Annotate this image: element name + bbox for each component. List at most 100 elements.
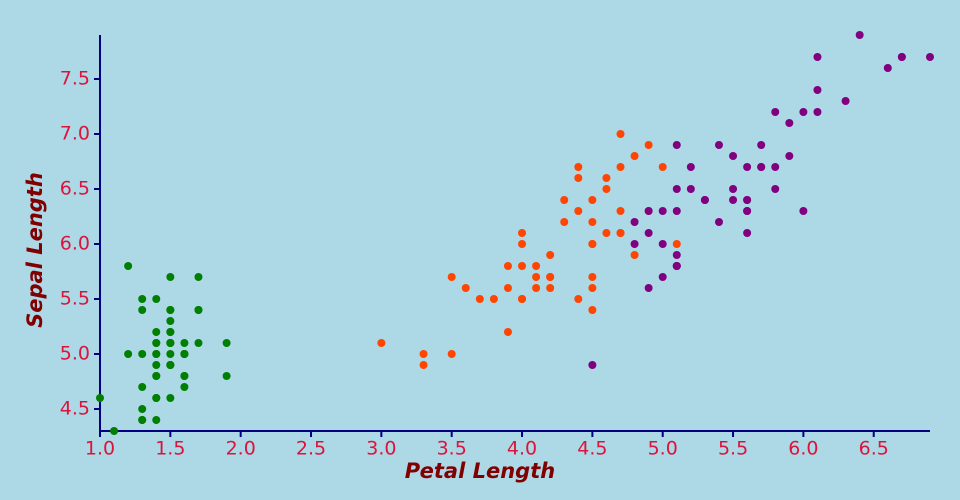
point (532, 262, 541, 270)
point (658, 273, 667, 281)
point (672, 262, 681, 270)
point (588, 196, 597, 204)
point (672, 251, 681, 259)
point (771, 185, 780, 193)
point (152, 339, 161, 347)
point (658, 240, 667, 248)
point (644, 207, 653, 215)
point (124, 262, 133, 270)
point (532, 273, 541, 281)
point (743, 163, 752, 171)
point (138, 383, 147, 391)
point (152, 328, 161, 336)
point (714, 218, 723, 226)
x-axis-title: Petal Length (405, 459, 555, 483)
point (616, 229, 625, 237)
point (714, 141, 723, 149)
point (518, 295, 527, 303)
point (110, 427, 119, 435)
point (152, 361, 161, 369)
point (461, 284, 470, 292)
point (658, 163, 667, 171)
x-tick-label: 2.5 (296, 438, 326, 460)
point (813, 86, 822, 94)
point (644, 229, 653, 237)
point (841, 97, 850, 105)
point (138, 350, 147, 358)
point (771, 163, 780, 171)
point (138, 295, 147, 303)
point (630, 152, 639, 160)
point (602, 174, 611, 182)
point (138, 405, 147, 413)
point (152, 350, 161, 358)
point (447, 273, 456, 281)
point (419, 350, 428, 358)
point (560, 196, 569, 204)
point (574, 163, 583, 171)
point (813, 53, 822, 61)
point (166, 361, 175, 369)
point (166, 339, 175, 347)
point (489, 295, 498, 303)
point (518, 229, 527, 237)
point (166, 394, 175, 402)
x-tick-label: 1.0 (85, 438, 115, 460)
point (897, 53, 906, 61)
point (926, 53, 934, 61)
point (729, 196, 738, 204)
point (574, 207, 583, 215)
point (475, 295, 484, 303)
point (672, 185, 681, 193)
point (180, 372, 189, 380)
point (686, 163, 695, 171)
point (574, 295, 583, 303)
point (546, 251, 555, 259)
point (644, 141, 653, 149)
point (546, 273, 555, 281)
point (672, 141, 681, 149)
point (222, 339, 231, 347)
point (729, 185, 738, 193)
point (813, 108, 822, 116)
point (743, 207, 752, 215)
y-tick-label: 7.5 (60, 68, 90, 90)
point (194, 306, 203, 314)
point (166, 328, 175, 336)
y-tick-label: 4.5 (60, 398, 90, 420)
point (855, 31, 864, 39)
point (588, 306, 597, 314)
point (616, 163, 625, 171)
point (532, 284, 541, 292)
point (729, 152, 738, 160)
point (588, 240, 597, 248)
point (602, 185, 611, 193)
point (546, 284, 555, 292)
point (785, 152, 794, 160)
x-tick-label: 6.0 (788, 438, 818, 460)
point (419, 361, 428, 369)
point (883, 64, 892, 72)
x-tick-label: 5.5 (718, 438, 748, 460)
y-tick-label: 5.0 (60, 343, 90, 365)
x-tick-label: 5.0 (648, 438, 678, 460)
point (686, 185, 695, 193)
point (785, 119, 794, 127)
point (771, 108, 780, 116)
point (166, 317, 175, 325)
point (799, 108, 808, 116)
point (799, 207, 808, 215)
point (672, 207, 681, 215)
point (743, 196, 752, 204)
point (194, 273, 203, 281)
point (447, 350, 456, 358)
point (757, 141, 766, 149)
point (180, 383, 189, 391)
point (700, 196, 709, 204)
point (630, 240, 639, 248)
y-tick-label: 6.0 (60, 233, 90, 255)
y-axis-title: Sepal Length (23, 172, 47, 328)
point (152, 394, 161, 402)
point (560, 218, 569, 226)
point (180, 339, 189, 347)
